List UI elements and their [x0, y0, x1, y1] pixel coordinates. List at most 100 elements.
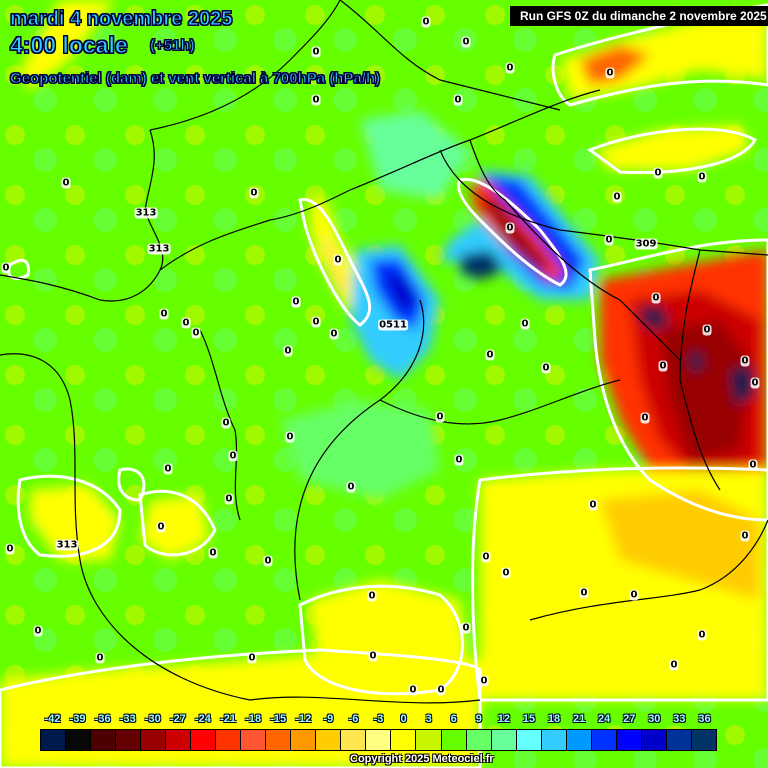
zero-contour-label: 0 — [311, 46, 321, 58]
colorbar-tick-label: -30 — [144, 713, 161, 725]
zero-contour — [471, 466, 768, 702]
colorbar-swatch — [366, 730, 392, 750]
border-line — [339, 0, 561, 111]
colorbar-swatch — [641, 730, 667, 750]
zero-contour-label: 0 — [612, 191, 622, 203]
colorbar-tick-label: 3 — [425, 713, 432, 725]
zero-contour — [7, 258, 30, 280]
colorbar-tick-label: 0 — [400, 713, 407, 725]
zero-contour-label: 0 — [579, 587, 589, 599]
zero-contour-label: 0 — [283, 345, 293, 357]
zero-contour — [298, 584, 464, 696]
zero-contour-label: 0 — [159, 308, 169, 320]
zero-contour-label: 0 — [697, 629, 707, 641]
forecast-date: mardi 4 novembre 2025 — [9, 8, 233, 31]
zero-contour-label: 0 — [285, 431, 295, 443]
colorbar-swatch — [391, 730, 417, 750]
colorbar-tick-label: -3 — [373, 713, 384, 725]
forecast-time: 4:00 locale — [10, 32, 129, 59]
colorbar-tick-label: -12 — [295, 713, 312, 725]
colorbar-swatch — [41, 730, 67, 750]
zero-contour — [586, 127, 758, 174]
zero-contour-label: 0 — [61, 177, 71, 189]
colorbar-tick-label: -15 — [270, 713, 287, 725]
field-region-croatia-dark-blue — [460, 250, 505, 280]
colorbar-swatch — [566, 730, 592, 750]
colorbar-tick-label: 33 — [673, 713, 686, 725]
zero-contour-label: 0 — [329, 328, 339, 340]
zero-contour-lines — [0, 3, 768, 768]
colorbar-swatch — [616, 730, 642, 750]
zero-contour-label: 0 — [605, 67, 615, 79]
colorbar-tick-label: 30 — [648, 713, 661, 725]
colorbar-tick-label: 36 — [698, 713, 711, 725]
geopotential-label: 0511 — [378, 319, 408, 331]
zero-contour-label: 0 — [541, 362, 551, 374]
colorbar-tick-label: -36 — [94, 713, 111, 725]
colorbar-swatch — [291, 730, 317, 750]
colorbar-legend — [40, 729, 717, 751]
border-line — [379, 379, 621, 425]
geopotential-label: 309 — [634, 238, 658, 250]
zero-contour-label: 0 — [658, 360, 668, 372]
zero-contour-label: 0 — [421, 16, 431, 28]
colorbar-swatch — [266, 730, 292, 750]
zero-contour-label: 0 — [247, 652, 257, 664]
colorbar-swatch — [516, 730, 542, 750]
colorbar-tick-label: 27 — [623, 713, 636, 725]
colorbar-swatch — [216, 730, 242, 750]
border-line — [294, 299, 425, 601]
geopotential-label: 313 — [147, 243, 171, 255]
zero-contour-label: 0 — [485, 349, 495, 361]
colorbar-swatch — [591, 730, 617, 750]
border-line — [679, 249, 721, 491]
zero-contour-label: 0 — [629, 589, 639, 601]
colorbar-swatch — [191, 730, 217, 750]
colorbar-tick-label: 9 — [475, 713, 482, 725]
zero-contour — [16, 474, 122, 558]
zero-contour-label: 0 — [228, 450, 238, 462]
field-region-balkans-navy-2 — [730, 365, 755, 405]
zero-contour-label: 0 — [291, 296, 301, 308]
border-line — [0, 353, 251, 701]
zero-contour — [117, 467, 146, 502]
geopotential-label: 313 — [55, 539, 79, 551]
zero-contour-label: 0 — [604, 234, 614, 246]
colorbar-tick-label: -42 — [44, 713, 61, 725]
colorbar-swatch — [241, 730, 267, 750]
zero-contour-label: 0 — [520, 318, 530, 330]
field-region-alps-yellow-2 — [75, 0, 115, 40]
colorbar-tick-label: -24 — [195, 713, 211, 725]
zero-contour-label: 0 — [249, 187, 259, 199]
colorbar-swatch — [66, 730, 92, 750]
border-line — [439, 149, 768, 256]
field-region-tunisia-yellow — [310, 580, 470, 700]
field-region-adriatic-blue-3 — [385, 275, 418, 310]
colorbar-tick-label: 12 — [497, 713, 510, 725]
zero-contour-label: 0 — [640, 412, 650, 424]
colorbar-tick-label: 24 — [598, 713, 611, 725]
colorbar-swatch — [441, 730, 467, 750]
colorbar-tick-label: -39 — [69, 713, 86, 725]
forecast-lead-time: (+51h) — [150, 37, 196, 55]
field-region-southeast-orange — [600, 490, 760, 600]
field-region-center-lightgreen — [280, 400, 440, 500]
zero-contour-label: 0 — [740, 530, 750, 542]
zero-contour — [551, 3, 768, 107]
zero-contour — [0, 648, 482, 768]
colorbar-tick-label: -6 — [348, 713, 359, 725]
colorbar-tick-label: -21 — [220, 713, 236, 725]
zero-contour-label: 0 — [702, 324, 712, 336]
zero-contour-label: 0 — [740, 355, 750, 367]
zero-contour-label: 0 — [501, 567, 511, 579]
zero-contour-label: 0 — [505, 222, 515, 234]
field-region-sardinia-yellow — [140, 495, 210, 560]
zero-contour-label: 0 — [1, 262, 11, 274]
zero-contour — [298, 198, 371, 327]
colorbar-swatch — [666, 730, 692, 750]
zero-contour-label: 0 — [208, 547, 218, 559]
zero-contour-label: 0 — [163, 463, 173, 475]
parameter-title: Geopotentiel (dam) et vent vertical à 70… — [9, 70, 381, 88]
